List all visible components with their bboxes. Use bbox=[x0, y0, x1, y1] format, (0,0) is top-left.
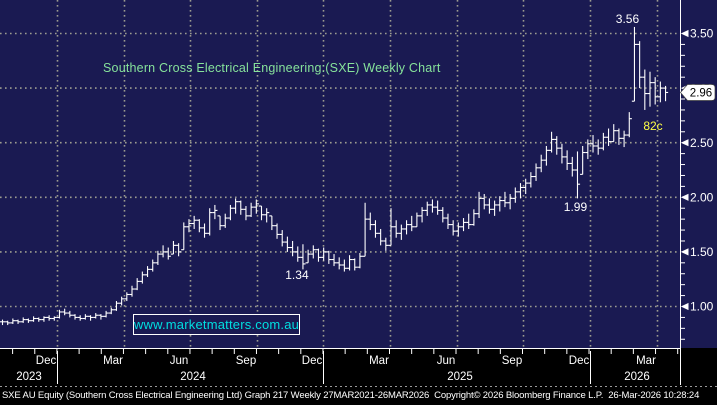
x-axis-month-label: Dec bbox=[302, 355, 323, 367]
chart-title: Southern Cross Electrical Engineering:(S… bbox=[103, 61, 441, 75]
y-axis-background bbox=[680, 0, 717, 348]
price-annotation: 3.56 bbox=[615, 11, 640, 26]
last-price-tag-value: 2.96 bbox=[690, 87, 712, 99]
x-axis-month-label: Sep bbox=[502, 355, 522, 367]
x-axis-background bbox=[0, 348, 717, 405]
y-tick-arrow-icon bbox=[680, 193, 689, 201]
x-axis-labels: Dec Mar Jun Sep Dec Mar Jun Sep Dec Mar 2023 2024 20… bbox=[16, 355, 656, 383]
y-axis-tick-label: 1.00 bbox=[690, 300, 714, 314]
chart-plot-area[interactable] bbox=[0, 0, 680, 348]
status-bar: SXE AU Equity (Southern Cross Electrical… bbox=[2, 390, 700, 401]
x-axis-month-label: Sep bbox=[236, 355, 256, 367]
y-axis-tick-label: 2.50 bbox=[690, 136, 714, 150]
y-axis-tick-label: 1.50 bbox=[690, 245, 714, 259]
price-annotation: 1.34 bbox=[285, 268, 309, 283]
y-tick-arrow-icon bbox=[680, 139, 689, 147]
x-axis-year-label: 2025 bbox=[447, 371, 473, 383]
x-axis-month-label: Jun bbox=[437, 355, 456, 367]
y-axis-tick-label: 2.00 bbox=[690, 191, 714, 205]
x-axis-month-label: Mar bbox=[369, 355, 389, 367]
x-axis-year-label: 2026 bbox=[624, 371, 650, 383]
x-axis-month-label: Mar bbox=[103, 355, 123, 367]
x-axis-year-label: 2024 bbox=[180, 371, 206, 383]
x-axis-month-label: Dec bbox=[36, 355, 57, 367]
x-axis-month-label: Jun bbox=[170, 355, 189, 367]
plot-background bbox=[0, 0, 717, 348]
y-tick-arrow-icon bbox=[680, 29, 689, 38]
watermark-link[interactable]: www.marketmatters.com.au bbox=[133, 314, 300, 335]
price-bars bbox=[0, 26, 669, 326]
x-axis-month-label: Dec bbox=[569, 355, 590, 367]
y-axis-tick-label: 3.50 bbox=[690, 27, 714, 41]
y-tick-arrow-icon bbox=[680, 248, 689, 256]
y-tick-arrow-icon bbox=[680, 302, 689, 311]
price-annotation: 82c bbox=[643, 119, 663, 134]
last-price-tag: 2.96 bbox=[680, 84, 716, 101]
watermark-url: www.marketmatters.com.au bbox=[133, 317, 300, 332]
price-annotation: 1.99 bbox=[563, 200, 588, 215]
x-axis-year-label: 2023 bbox=[16, 371, 42, 383]
x-axis-month-label: Mar bbox=[636, 355, 656, 367]
axes bbox=[0, 0, 717, 387]
grid-lines bbox=[0, 0, 679, 347]
